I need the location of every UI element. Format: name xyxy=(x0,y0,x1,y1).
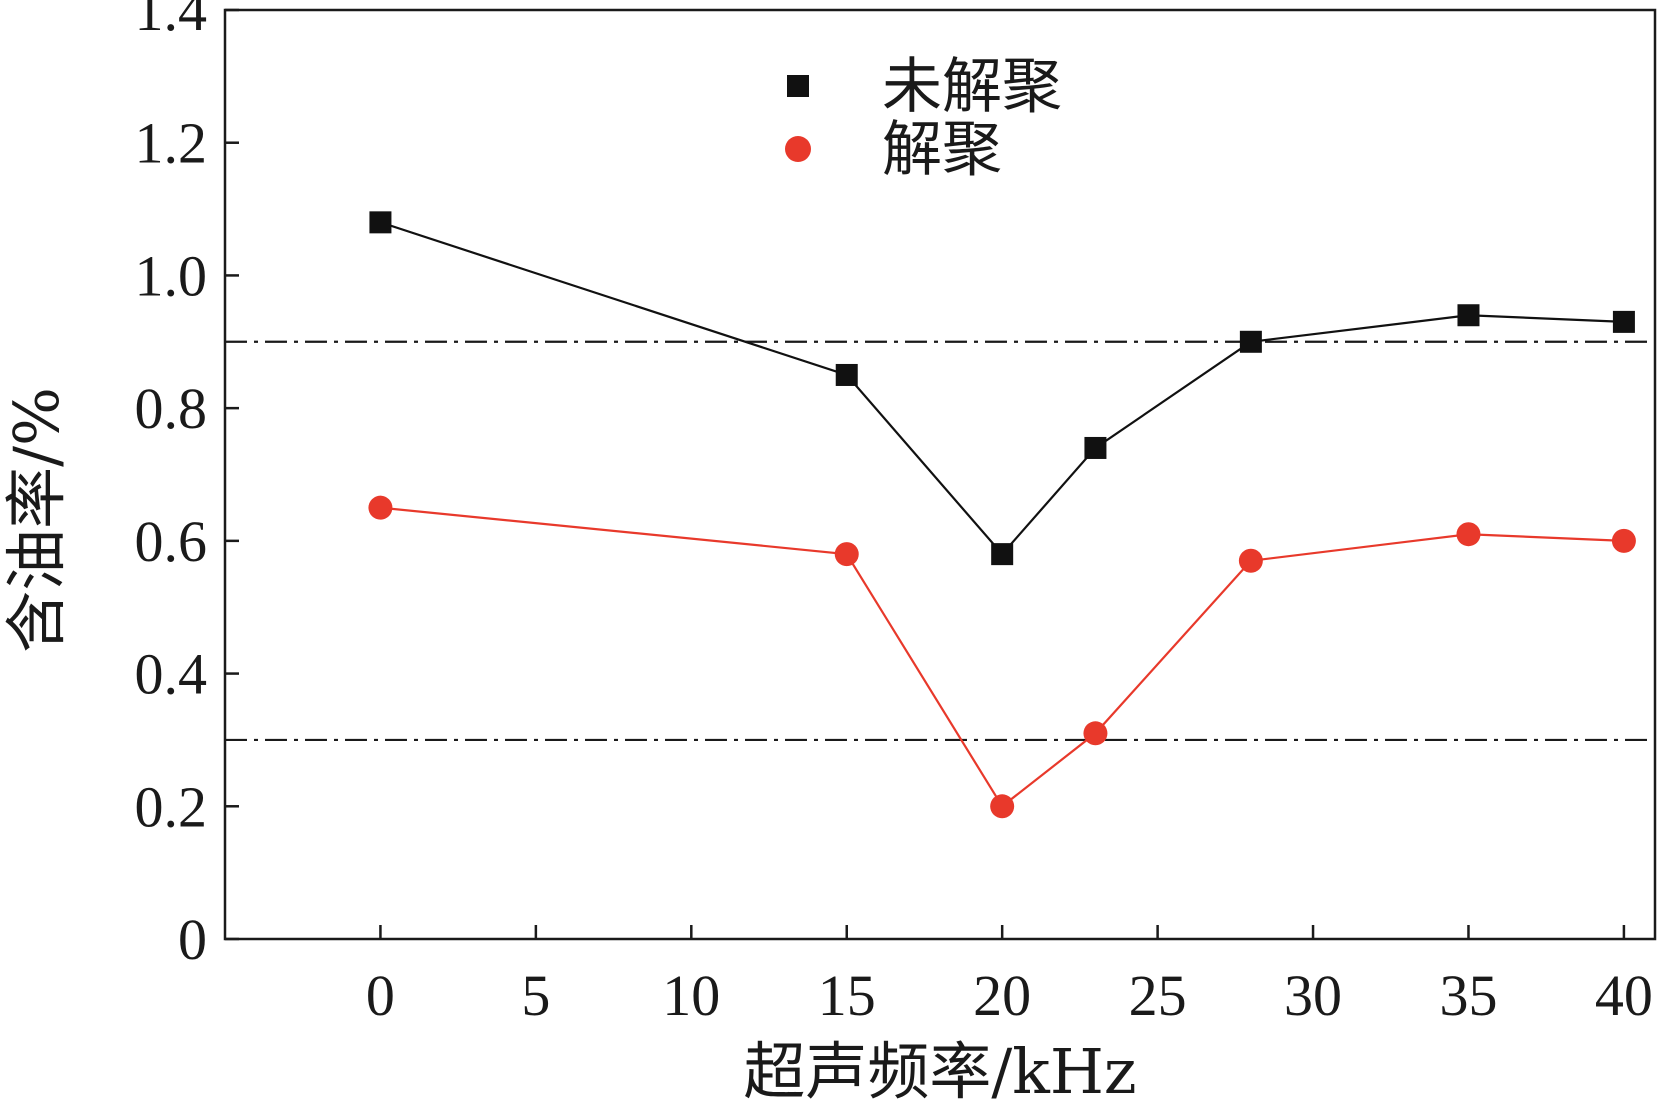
data-point xyxy=(1611,528,1636,553)
x-tick-label: 5 xyxy=(521,963,550,1028)
data-point xyxy=(1084,436,1107,459)
y-axis-ticks: 0 0.2 0.4 0.6 0.8 1.0 1.2 1.4 xyxy=(135,0,239,972)
y-tick-label: 0 xyxy=(178,907,207,972)
y-tick-label: 1.2 xyxy=(135,111,208,176)
data-point xyxy=(990,794,1015,819)
x-tick-label: 25 xyxy=(1129,963,1187,1028)
series-1 xyxy=(369,211,1635,566)
x-tick-label: 35 xyxy=(1439,963,1497,1028)
x-tick-label: 40 xyxy=(1595,963,1653,1028)
series-layer xyxy=(368,211,1636,819)
y-tick-label: 0.2 xyxy=(135,774,208,839)
y-tick-label: 1.0 xyxy=(135,243,208,308)
x-tick-label: 30 xyxy=(1284,963,1342,1028)
reference-lines xyxy=(225,340,1655,742)
y-tick-label: 0.6 xyxy=(135,509,208,574)
data-point xyxy=(1239,330,1262,353)
data-point xyxy=(1083,721,1108,746)
data-point xyxy=(834,542,859,567)
data-point xyxy=(369,211,392,234)
data-point xyxy=(1456,522,1481,547)
data-point xyxy=(368,495,393,520)
x-tick-label: 20 xyxy=(973,963,1031,1028)
plot-area xyxy=(223,8,1657,941)
data-point xyxy=(1612,310,1635,333)
x-tick-label: 15 xyxy=(818,963,876,1028)
data-point xyxy=(1238,548,1263,573)
x-axis-ticks: 0 5 10 15 20 25 30 35 40 xyxy=(366,925,1653,1028)
legend-marker xyxy=(787,75,809,97)
data-point xyxy=(835,363,858,386)
data-point xyxy=(991,543,1014,566)
legend-marker xyxy=(785,136,811,162)
y-tick-label: 0.4 xyxy=(135,642,208,707)
y-tick-label: 1.4 xyxy=(135,0,208,43)
y-axis-title: 含油率/% xyxy=(0,387,73,653)
legend-label: 未解聚 xyxy=(882,52,1062,122)
y-tick-label: 0.8 xyxy=(135,376,208,441)
data-point xyxy=(1457,304,1480,327)
x-tick-label: 10 xyxy=(662,963,720,1028)
x-tick-label: 0 xyxy=(366,963,395,1028)
series-2 xyxy=(368,495,1636,819)
x-axis-title: 超声频率/kHz xyxy=(743,1035,1136,1103)
legend-label: 解聚 xyxy=(882,115,1002,185)
